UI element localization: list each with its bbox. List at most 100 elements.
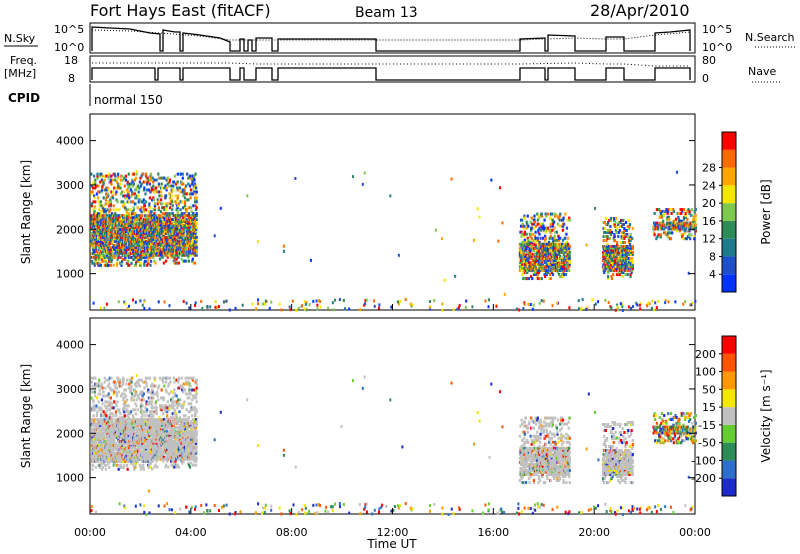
- data-cell: [134, 218, 137, 222]
- data-cell: [409, 302, 412, 306]
- data-cell: [694, 299, 697, 303]
- data-cell: [192, 247, 195, 251]
- data-cell: [617, 307, 620, 311]
- data-cell: [344, 307, 347, 311]
- data-cell: [551, 260, 554, 264]
- data-cell: [523, 232, 526, 236]
- data-cell: [534, 236, 537, 240]
- data-cell: [609, 233, 613, 237]
- data-cell: [614, 247, 617, 251]
- data-cell: [156, 224, 159, 228]
- data-cell: [140, 182, 143, 186]
- data-cell: [149, 216, 152, 220]
- y-tick-label: 1000: [56, 268, 84, 281]
- data-cell: [151, 245, 154, 249]
- data-cell: [97, 200, 100, 204]
- data-cell: [191, 227, 194, 231]
- data-cell: [173, 231, 176, 235]
- data-cell: [537, 248, 541, 252]
- data-cell: [174, 224, 177, 228]
- data-cell: [682, 208, 686, 212]
- data-cell: [120, 174, 124, 178]
- data-cell: [655, 225, 658, 229]
- data-cell: [132, 200, 135, 204]
- data-cell: [149, 230, 152, 234]
- data-cell: [678, 227, 682, 231]
- data-cell: [119, 192, 123, 196]
- data-cell: [558, 224, 561, 228]
- data-cell: [190, 239, 193, 243]
- data-cell: [629, 233, 632, 237]
- data-cell: [659, 221, 662, 225]
- data-cell: [165, 186, 168, 190]
- data-cell: [139, 243, 142, 247]
- data-cell: [123, 249, 126, 253]
- data-cell: [195, 206, 198, 210]
- data-cell: [152, 238, 155, 242]
- data-cell: [559, 269, 562, 273]
- data-cell: [125, 245, 129, 249]
- data-cell: [359, 308, 362, 312]
- data-cell: [98, 257, 101, 261]
- data-cell: [136, 222, 139, 226]
- data-cell: [195, 249, 198, 253]
- data-cell: [617, 220, 620, 224]
- data-cell: [519, 254, 523, 258]
- data-cell: [389, 194, 392, 198]
- data-cell: [90, 422, 94, 426]
- data-cell: [542, 299, 545, 303]
- data-cell: [531, 244, 534, 248]
- data-cell: [92, 414, 95, 418]
- data-cell: [608, 247, 611, 251]
- data-cell: [190, 210, 193, 214]
- data-cell: [659, 225, 662, 229]
- data-cell: [681, 221, 684, 225]
- data-cell: [526, 252, 529, 256]
- data-cell: [162, 253, 165, 257]
- data-cell: [131, 220, 134, 224]
- data-cell: [166, 239, 169, 243]
- data-cell: [316, 303, 319, 307]
- data-cell: [602, 239, 605, 243]
- data-cell: [676, 211, 679, 215]
- data-cell: [520, 252, 523, 256]
- data-cell: [96, 216, 99, 220]
- data-cell: [113, 234, 116, 238]
- data-cell: [96, 190, 100, 194]
- data-cell: [90, 202, 94, 206]
- data-cell: [153, 231, 156, 235]
- data-cell: [522, 244, 525, 248]
- data-cell: [153, 233, 156, 237]
- data-cell: [90, 232, 93, 236]
- data-cell: [133, 232, 136, 236]
- data-cell: [178, 186, 182, 190]
- freq-panel: Freq. [MHz] 18 8 Nave 80 0: [4, 54, 780, 85]
- data-cell: [609, 267, 612, 271]
- data-cell: [104, 196, 107, 200]
- data-cell: [116, 232, 119, 236]
- data-cell: [559, 212, 562, 216]
- data-cell: [130, 228, 134, 232]
- data-cell: [166, 225, 169, 229]
- data-cell: [119, 243, 122, 247]
- data-cell: [550, 256, 553, 260]
- data-cell: [125, 228, 128, 232]
- data-cell: [112, 243, 115, 247]
- data-cell: [180, 220, 183, 224]
- data-cell: [559, 236, 562, 240]
- data-cell: [518, 269, 522, 273]
- data-cell: [176, 210, 179, 214]
- data-cell: [127, 208, 130, 212]
- data-cell: [113, 226, 116, 230]
- data-cell: [399, 300, 402, 304]
- data-cell: [526, 269, 529, 273]
- data-cell: [94, 212, 97, 216]
- data-cell: [101, 208, 105, 212]
- data-cell: [139, 216, 143, 220]
- data-cell: [94, 243, 97, 247]
- data-cell: [566, 258, 570, 262]
- data-cell: [604, 298, 607, 302]
- data-cell: [620, 271, 623, 275]
- data-cell: [151, 176, 154, 180]
- data-cell: [558, 236, 561, 240]
